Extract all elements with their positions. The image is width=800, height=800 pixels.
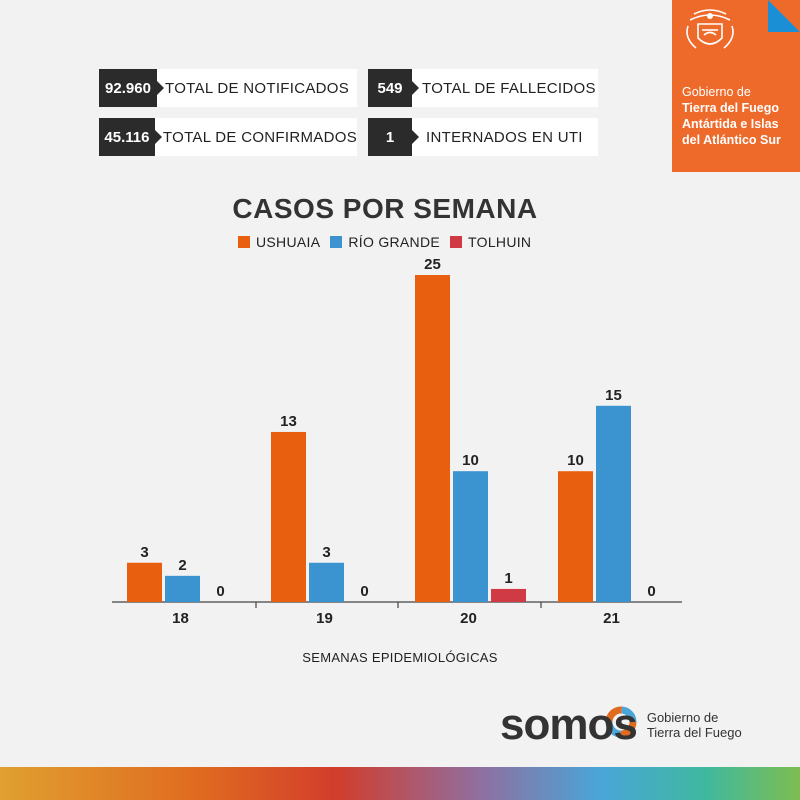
brand-wordmark: somos (500, 700, 638, 749)
data-label: 0 (360, 583, 368, 600)
gov-line1: Gobierno de (682, 85, 751, 99)
crest-icon (686, 9, 734, 49)
stat-label: INTERNADOS EN UTI (426, 128, 583, 146)
gov-text: Gobierno de Tierra del Fuego Antártida e… (682, 84, 781, 148)
stat-label: TOTAL DE FALLECIDOS (422, 79, 596, 97)
legend-item-rio-grande: RÍO GRANDE (330, 234, 440, 250)
data-label: 3 (322, 544, 330, 561)
stat-confirmados: 45.116 TOTAL DE CONFIRMADOS (99, 118, 357, 156)
bar-r-o-grande-21 (596, 405, 631, 602)
data-label: 2 (178, 557, 186, 574)
bar-r-o-grande-18 (165, 575, 200, 602)
legend-swatch (330, 236, 343, 248)
bar-ushuaia-19 (271, 431, 306, 602)
stat-uti: 1 INTERNADOS EN UTI (368, 118, 598, 156)
page-fold-icon (768, 0, 800, 32)
legend-swatch (238, 236, 250, 248)
legend-swatch (450, 236, 463, 248)
brand-sub-line1: Gobierno de (646, 710, 719, 725)
chart-title: CASOS POR SEMANA (232, 193, 538, 224)
chart-legend: USHUAIA RÍO GRANDE TOLHUIN (238, 234, 541, 250)
legend-label: TOLHUIN (468, 234, 532, 250)
bar-ushuaia-20 (415, 275, 450, 602)
stat-label: TOTAL DE NOTIFICADOS (165, 79, 350, 97)
data-label: 13 (280, 413, 297, 430)
gov-line2: Tierra del Fuego (682, 101, 780, 115)
bar-ushuaia-21 (558, 471, 593, 602)
data-label: 1 (504, 570, 512, 587)
bar-tolhuin-20 (491, 588, 526, 602)
legend-item-tolhuin: TOLHUIN (450, 234, 531, 250)
x-tick-label: 19 (316, 610, 333, 627)
gov-line3: Antártida e Islas (682, 117, 779, 131)
legend-label: RÍO GRANDE (348, 234, 441, 250)
somos-logo: somos Gobierno de Tierra del Fuego (500, 700, 742, 750)
stat-value: 45.116 (99, 118, 162, 156)
gov-line4: del Atlántico Sur (682, 133, 781, 147)
stat-value: 549 (368, 69, 419, 107)
brand-sub-line2: Tierra del Fuego (646, 725, 742, 740)
brand-subtitle: Gobierno de Tierra del Fuego (647, 710, 742, 740)
stat-label: TOTAL DE CONFIRMADOS (162, 128, 357, 146)
x-axis-title: SEMANAS EPIDEMIOLÓGICAS (302, 650, 498, 665)
stat-notificados: 92.960 TOTAL DE NOTIFICADOS (99, 69, 357, 107)
legend-label: USHUAIA (256, 234, 321, 250)
stat-fallecidos: 549 TOTAL DE FALLECIDOS (368, 69, 598, 107)
stat-value: 1 (368, 118, 419, 156)
stat-value: 92.960 (99, 69, 164, 107)
bar-ushuaia-18 (127, 562, 162, 602)
color-band (0, 767, 800, 800)
data-label: 0 (216, 583, 224, 600)
x-tick-label: 20 (460, 610, 477, 627)
somos-ring-icon (605, 706, 637, 738)
data-label: 10 (567, 452, 584, 469)
data-label: 10 (462, 452, 479, 469)
x-tick-label: 18 (172, 610, 189, 627)
data-label: 3 (140, 544, 148, 561)
bar-r-o-grande-20 (453, 471, 488, 602)
bar-r-o-grande-19 (309, 562, 344, 602)
gov-badge: Gobierno de Tierra del Fuego Antártida e… (672, 0, 800, 172)
data-label: 15 (605, 387, 622, 404)
x-tick-label: 21 (603, 610, 620, 627)
legend-item-ushuaia: USHUAIA (238, 234, 320, 250)
data-label: 0 (647, 583, 655, 600)
data-label: 25 (424, 256, 441, 273)
